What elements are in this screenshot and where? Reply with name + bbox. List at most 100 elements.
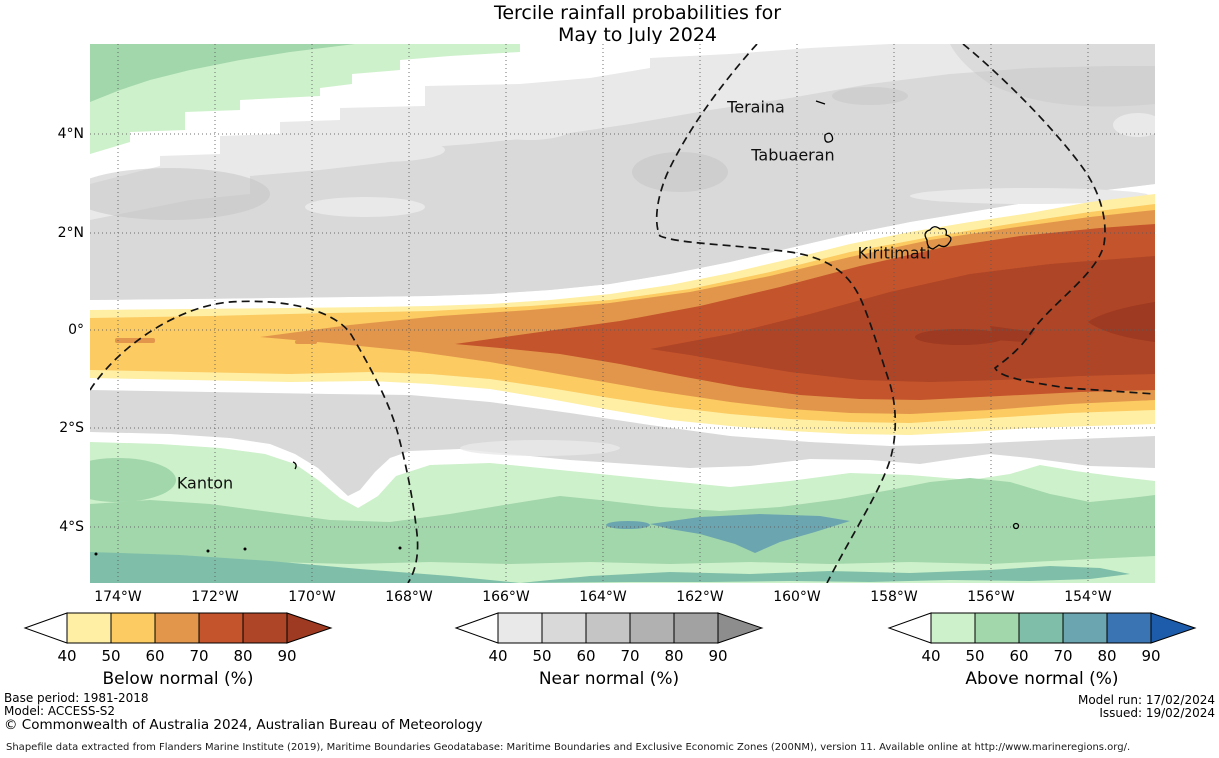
graticule <box>90 44 1155 583</box>
figure-title: Tercile rainfall probabilities for May t… <box>60 2 1215 46</box>
lon-label-154w: 154°W <box>1064 589 1112 605</box>
legend-below-box-60 <box>154 612 200 644</box>
legend-near-box-50 <box>541 612 587 644</box>
below-normal-core-90plus <box>1088 302 1155 342</box>
near-normal-light-patch <box>315 138 445 162</box>
legend-above-box-60 <box>1018 612 1064 644</box>
legend-above-colorbar <box>887 612 1197 644</box>
tick-label: 80 <box>233 647 253 665</box>
legend-below-normal: 40 50 60 70 80 90 Below normal (%) <box>20 611 340 689</box>
above-normal-west-blob-50-60 <box>90 458 176 502</box>
legend-near-box-40 <box>497 612 543 644</box>
island-kiritimati <box>924 226 952 250</box>
eez-boundary-lines <box>90 44 1155 583</box>
tick-label: 70 <box>620 647 640 665</box>
near-normal-dark-patch <box>632 152 728 192</box>
legend-below-box-40 <box>66 612 112 644</box>
legend-below-box-50 <box>110 612 156 644</box>
near-normal-dark-patch <box>90 168 270 220</box>
legend-above-box-80 <box>1106 612 1152 644</box>
footer-model-run: Model run: 17/02/2024 <box>1077 693 1215 707</box>
lat-label-2s: 2°S <box>59 420 84 436</box>
above-normal-bottom-left-60-70 <box>90 552 520 583</box>
tick-label: 60 <box>145 647 165 665</box>
tick-label: 40 <box>921 647 941 665</box>
footer-copyright: © Commonwealth of Australia 2024, Austra… <box>4 717 483 733</box>
lat-label-4s: 4°S <box>59 519 84 535</box>
footer-issued: Issued: 19/02/2024 <box>1099 706 1215 720</box>
legend-near-ticks: 40 50 60 70 80 90 <box>451 647 771 667</box>
legend-above-box-70 <box>1062 612 1108 644</box>
near-normal-south-band <box>90 390 1155 496</box>
forecast-map <box>90 44 1155 583</box>
footer-shapefile-attribution: Shapefile data extracted from Flanders M… <box>6 742 1131 753</box>
legend-above-box-40 <box>930 612 976 644</box>
legend-below-box-70 <box>198 612 244 644</box>
above-normal-top-strip-40-50 <box>90 44 520 154</box>
above-normal-bottom-ribbon-60-70 <box>520 566 1130 583</box>
below-normal-band-80-90 <box>650 256 1155 382</box>
tick-label: 50 <box>965 647 985 665</box>
near-normal-dark-patch <box>832 87 908 105</box>
footer-base-period: Base period: 1981-2018 <box>4 691 149 705</box>
legend-above-normal: 40 50 60 70 80 90 Above normal (%) <box>884 611 1204 689</box>
legend-above-arrow-90plus <box>1150 612 1197 644</box>
above-normal-band-50-60 <box>90 478 1155 564</box>
tick-label: 40 <box>488 647 508 665</box>
lon-label-174w: 174°W <box>94 589 142 605</box>
near-normal-south-light-patch <box>460 440 620 456</box>
lon-label-166w: 166°W <box>482 589 530 605</box>
lon-label-170w: 170°W <box>288 589 336 605</box>
tick-label: 80 <box>664 647 684 665</box>
tick-label: 90 <box>277 647 297 665</box>
island-kanton <box>292 461 297 470</box>
legend-near-box-70 <box>629 612 675 644</box>
map-label-teraina: Teraina <box>727 97 785 117</box>
legend-below-title: Below normal (%) <box>102 669 254 689</box>
legend-near-colorbar <box>454 612 764 644</box>
island-dots <box>94 546 402 556</box>
tick-label: 90 <box>1141 647 1161 665</box>
above-normal-top-corner-50-60 <box>90 44 355 102</box>
map-label-kiritimati: Kiritimati <box>857 243 931 263</box>
lat-label-2n: 2°N <box>57 225 84 241</box>
legend-above-box-50 <box>974 612 1020 644</box>
tick-label: 80 <box>1097 647 1117 665</box>
near-normal-light-patch <box>1113 113 1155 137</box>
near-normal-light-patch <box>485 112 575 140</box>
tick-label: 60 <box>1009 647 1029 665</box>
island-outlines <box>292 100 1020 530</box>
island-teraina <box>815 100 826 105</box>
legend-near-normal: 40 50 60 70 80 90 Near normal (%) <box>451 611 771 689</box>
figure-title-line1: Tercile rainfall probabilities for <box>493 2 782 24</box>
above-normal-blue-lens-70-80 <box>650 514 850 553</box>
lat-label-0: 0° <box>68 322 84 338</box>
island-tabuaeran <box>824 132 834 143</box>
lon-label-162w: 162°W <box>676 589 724 605</box>
legend-above-ticks: 40 50 60 70 80 90 <box>884 647 1204 667</box>
eez-boundary-east <box>962 44 1155 395</box>
near-normal-light-patch <box>305 197 425 217</box>
footer-model: Model: ACCESS-S2 <box>4 704 116 718</box>
eez-boundary-line-islands <box>655 44 897 583</box>
lon-label-172w: 172°W <box>191 589 239 605</box>
tick-label: 90 <box>708 647 728 665</box>
lon-label-158w: 158°W <box>870 589 918 605</box>
below-normal-sliver-60-70 <box>295 340 317 344</box>
legend-above-title: Above normal (%) <box>965 669 1119 689</box>
lon-label-160w: 160°W <box>773 589 821 605</box>
legend-near-box-80 <box>673 612 719 644</box>
map-label-tabuaeran: Tabuaeran <box>751 145 835 165</box>
map-label-kanton: Kanton <box>176 473 234 493</box>
figure-title-line2: May to July 2024 <box>558 24 717 46</box>
tick-label: 50 <box>101 647 121 665</box>
legend-below-colorbar <box>23 612 333 644</box>
lon-label-168w: 168°W <box>385 589 433 605</box>
legend-near-title: Near normal (%) <box>538 669 680 689</box>
lon-label-156w: 156°W <box>967 589 1015 605</box>
near-normal-field-main <box>90 66 1155 300</box>
lat-label-4n: 4°N <box>57 126 84 142</box>
near-normal-light-patch <box>910 188 1150 204</box>
tick-label: 40 <box>57 647 77 665</box>
lon-label-164w: 164°W <box>579 589 627 605</box>
